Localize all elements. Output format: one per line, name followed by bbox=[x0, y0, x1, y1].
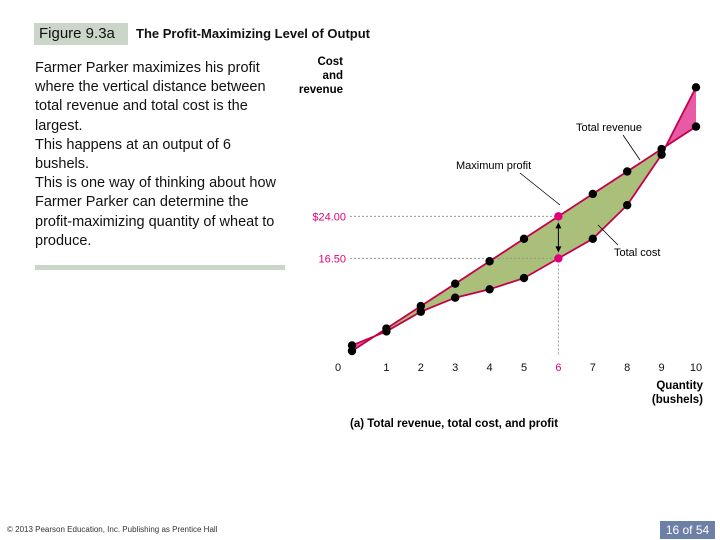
x-axis-title-line: Quantity bbox=[656, 380, 703, 392]
cost-point bbox=[416, 307, 425, 316]
x-tick-label: 6 bbox=[555, 362, 561, 374]
revenue-point bbox=[691, 122, 701, 131]
x-tick-label: 3 bbox=[452, 362, 458, 374]
x-tick-label: 5 bbox=[521, 362, 527, 374]
y-marked-label: $24.00 bbox=[312, 211, 346, 223]
y-axis-title-line: Cost bbox=[317, 56, 343, 68]
total-cost-label: Total cost bbox=[614, 247, 660, 259]
total-cost-leader bbox=[597, 224, 619, 246]
x-tick-label: 8 bbox=[624, 362, 630, 374]
total-revenue-label: Total revenue bbox=[576, 122, 642, 134]
maximum-profit-label: Maximum profit bbox=[456, 160, 531, 172]
y-axis-title-line: revenue bbox=[299, 84, 343, 96]
x-axis-title-line: (bushels) bbox=[652, 394, 703, 406]
x-tick-label: 2 bbox=[418, 362, 424, 374]
cost-point bbox=[347, 341, 357, 350]
revenue-point bbox=[623, 167, 632, 176]
x-tick-label: 9 bbox=[659, 362, 665, 374]
total-revenue-leader bbox=[622, 134, 641, 161]
cost-point bbox=[588, 234, 597, 243]
profit-arrow-head bbox=[555, 246, 562, 253]
revenue-point bbox=[588, 189, 597, 199]
figure-title: The Profit-Maximizing Level of Output bbox=[136, 26, 370, 41]
cost-point bbox=[554, 254, 563, 263]
x-tick-label: 0 bbox=[335, 362, 341, 374]
x-tick-label: 10 bbox=[690, 362, 702, 374]
body-text: Farmer Parker maximizes his profit where… bbox=[35, 59, 287, 251]
revenue-point bbox=[451, 279, 460, 288]
x-tick-label: 4 bbox=[487, 362, 493, 374]
body-paragraph: Farmer Parker maximizes his profit where… bbox=[35, 60, 266, 134]
cost-point bbox=[451, 293, 460, 302]
revenue-point bbox=[519, 234, 529, 243]
y-marked-label: 16.50 bbox=[318, 253, 346, 265]
maximum-profit-leader bbox=[519, 172, 561, 206]
body-paragraph: This is one way of thinking about how Fa… bbox=[35, 175, 276, 249]
body-paragraph: This happens at an output of 6 bushels. bbox=[35, 136, 231, 173]
revenue-point bbox=[485, 257, 494, 266]
y-axis-title-line: and bbox=[323, 70, 343, 82]
cost-point bbox=[519, 273, 529, 283]
chart-caption: (a) Total revenue, total cost, and profi… bbox=[350, 418, 558, 430]
x-tick-label: 7 bbox=[590, 362, 596, 374]
cost-point bbox=[623, 200, 632, 210]
cost-point bbox=[382, 327, 391, 336]
page-indicator: 16 of 54 bbox=[660, 521, 715, 539]
cost-point bbox=[485, 285, 494, 294]
x-tick-label: 1 bbox=[383, 362, 389, 374]
figure-label: Figure 9.3a bbox=[34, 23, 128, 45]
section-divider bbox=[35, 265, 285, 270]
cost-point bbox=[691, 83, 701, 92]
copyright: © 2013 Pearson Education, Inc. Publishin… bbox=[7, 525, 218, 534]
profit-arrow-head bbox=[555, 222, 562, 229]
revenue-point bbox=[554, 212, 563, 221]
cost-point bbox=[657, 150, 666, 159]
